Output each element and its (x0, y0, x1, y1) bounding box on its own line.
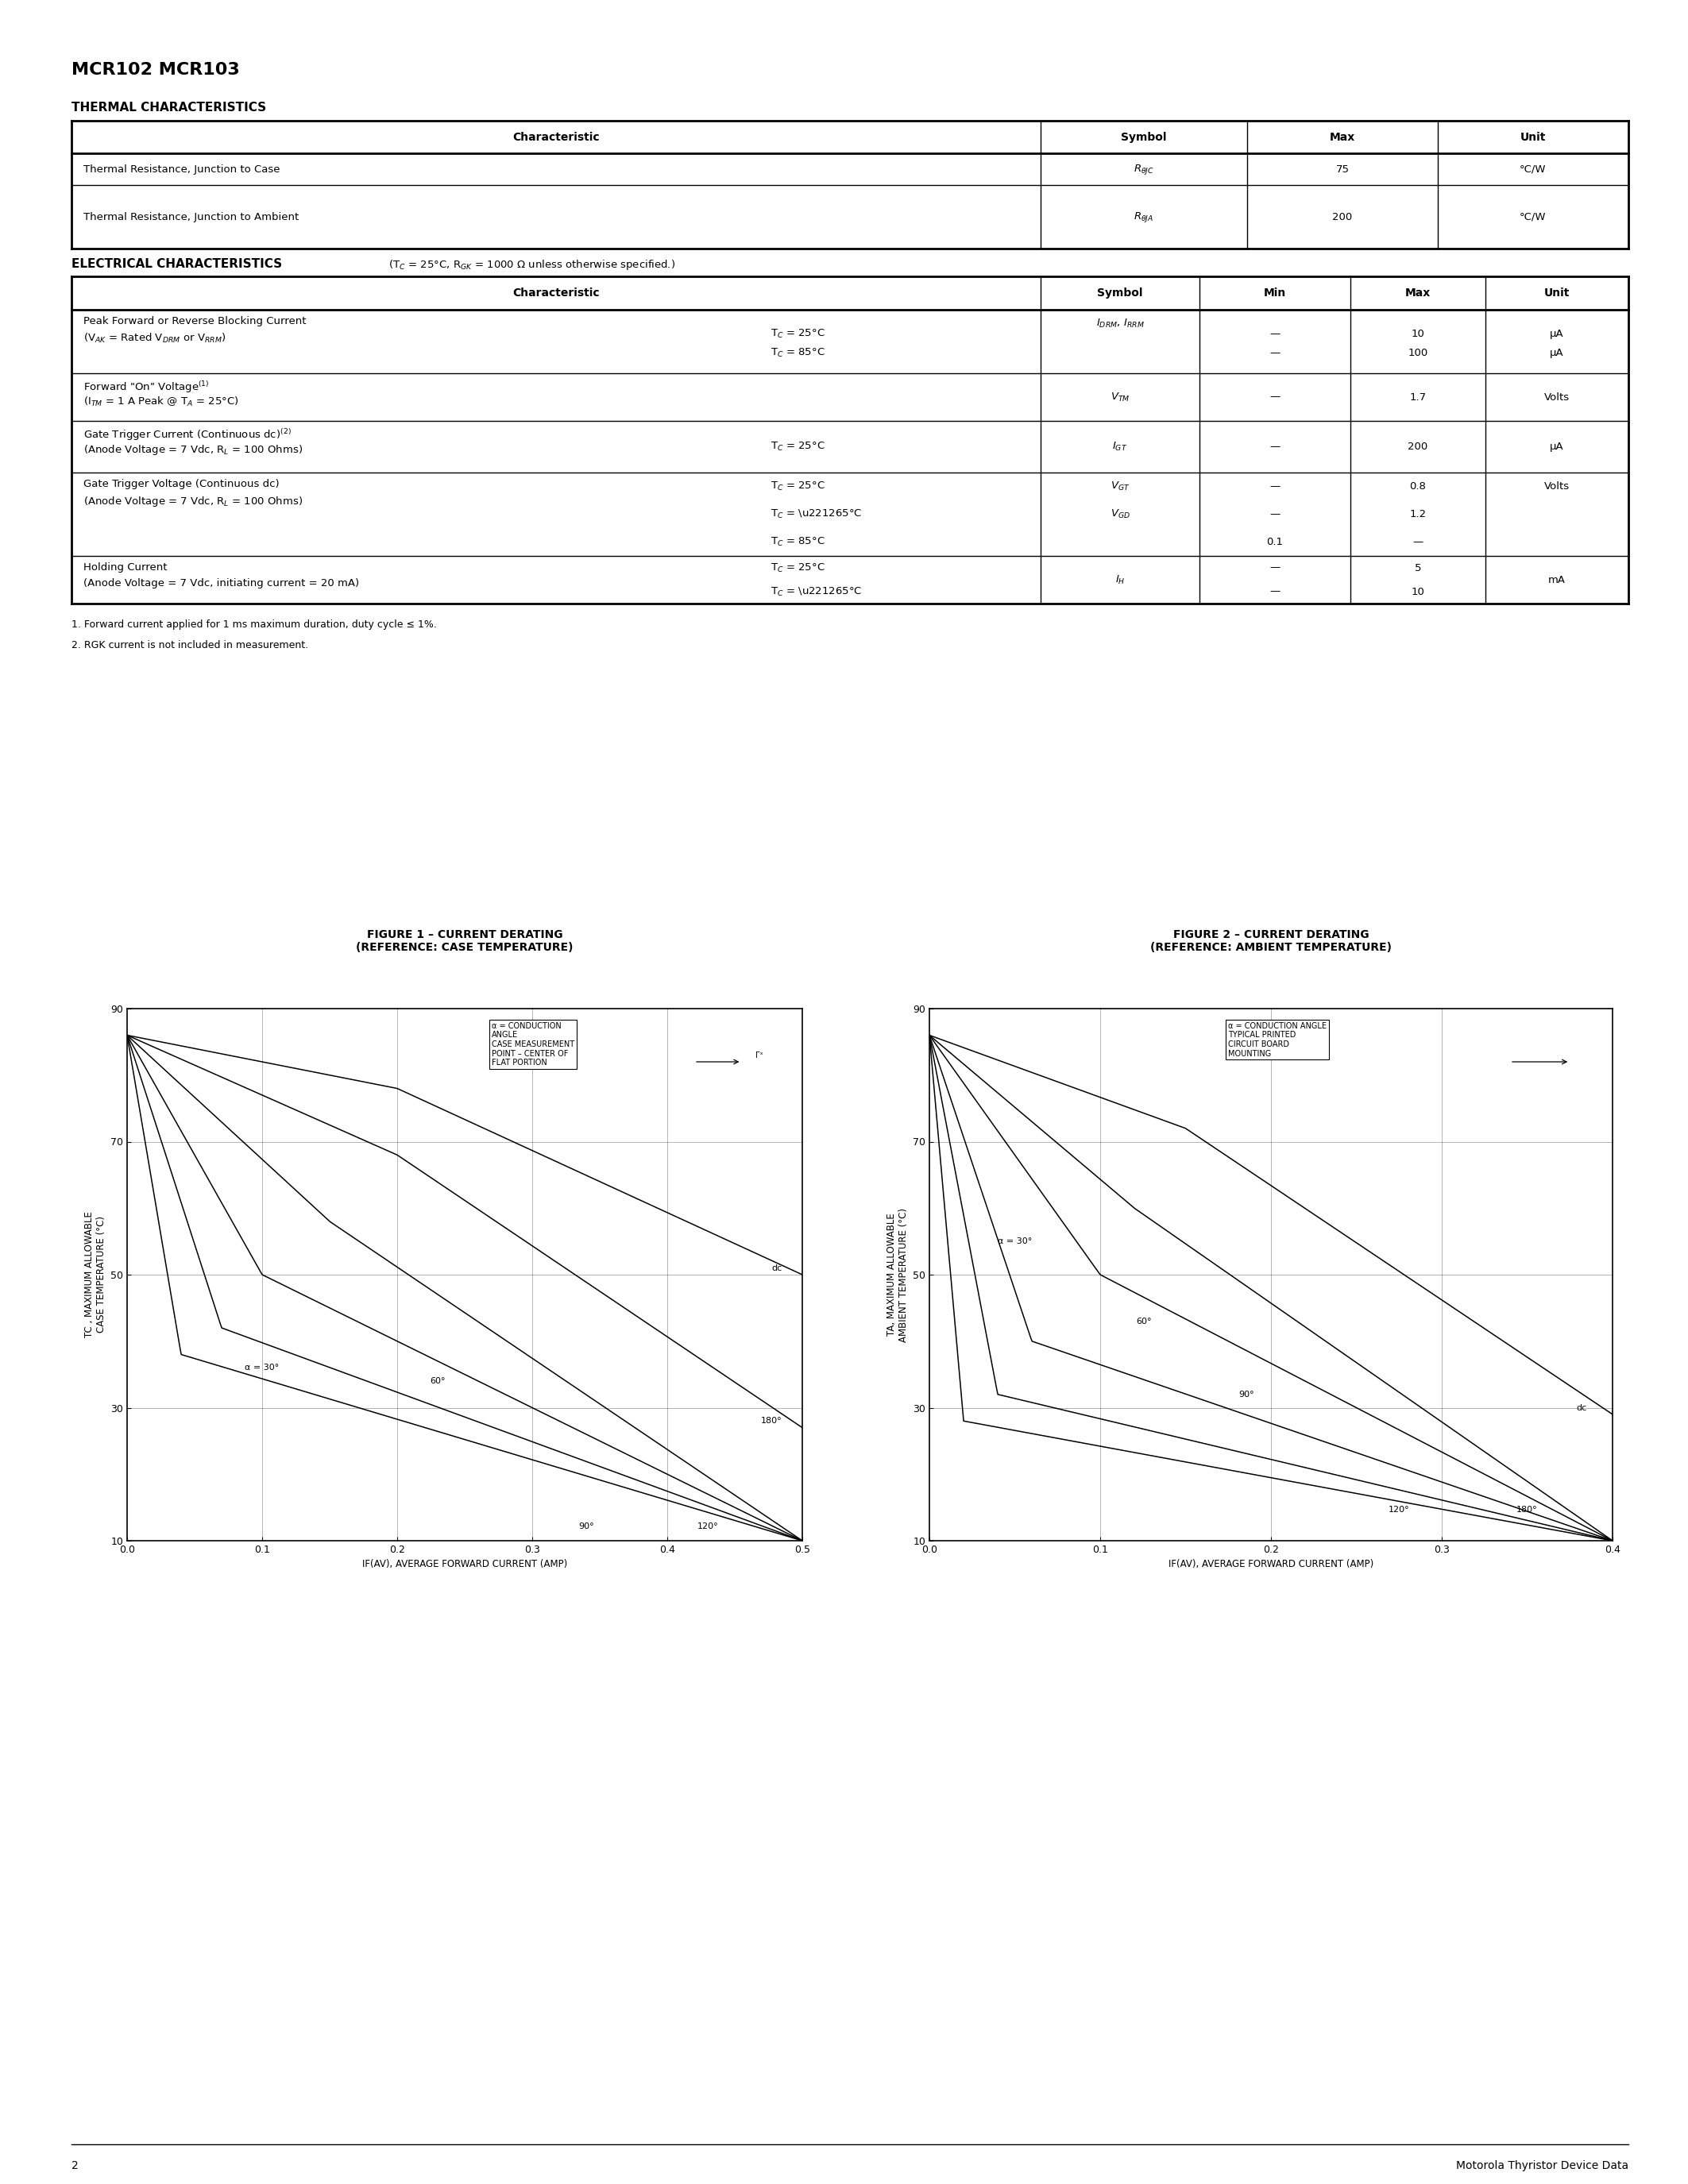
Text: 200: 200 (1332, 212, 1352, 223)
Text: T$_C$ = 85°C: T$_C$ = 85°C (770, 347, 825, 358)
Text: Volts: Volts (1545, 480, 1570, 491)
Text: Max: Max (1330, 131, 1355, 142)
Text: —: — (1269, 330, 1280, 339)
Text: Forward "On" Voltage$^{(1)}$: Forward "On" Voltage$^{(1)}$ (83, 380, 209, 395)
Text: 2: 2 (71, 2160, 78, 2171)
Text: Motorola Thyristor Device Data: Motorola Thyristor Device Data (1457, 2160, 1629, 2171)
Text: FIGURE 1 – CURRENT DERATING
(REFERENCE: CASE TEMPERATURE): FIGURE 1 – CURRENT DERATING (REFERENCE: … (356, 928, 574, 952)
Text: Gate Trigger Voltage (Continuous dc): Gate Trigger Voltage (Continuous dc) (83, 478, 279, 489)
Text: Thermal Resistance, Junction to Case: Thermal Resistance, Junction to Case (83, 164, 280, 175)
Text: 1.7: 1.7 (1409, 391, 1426, 402)
Text: Min: Min (1264, 288, 1286, 299)
Text: —: — (1269, 347, 1280, 358)
Text: Symbol: Symbol (1121, 131, 1166, 142)
Text: —: — (1269, 480, 1280, 491)
Text: —: — (1413, 537, 1423, 548)
Text: 5: 5 (1415, 563, 1421, 572)
Text: α = CONDUCTION ANGLE
TYPICAL PRINTED
CIRCUIT BOARD
MOUNTING: α = CONDUCTION ANGLE TYPICAL PRINTED CIR… (1229, 1022, 1327, 1057)
Text: (I$_{TM}$ = 1 A Peak @ T$_A$ = 25°C): (I$_{TM}$ = 1 A Peak @ T$_A$ = 25°C) (83, 395, 238, 408)
Text: α = CONDUCTION
ANGLE
CASE MEASUREMENT
POINT – CENTER OF
FLAT PORTION: α = CONDUCTION ANGLE CASE MEASUREMENT PO… (491, 1022, 574, 1066)
Text: Volts: Volts (1545, 391, 1570, 402)
Text: μA: μA (1550, 347, 1563, 358)
Text: $R_{\theta JA}$: $R_{\theta JA}$ (1134, 210, 1155, 223)
Text: $V_{TM}$: $V_{TM}$ (1111, 391, 1129, 404)
Text: (V$_{AK}$ = Rated V$_{DRM}$ or V$_{RRM}$): (V$_{AK}$ = Rated V$_{DRM}$ or V$_{RRM}$… (83, 332, 226, 345)
Text: 200: 200 (1408, 441, 1428, 452)
Y-axis label: TA, MAXIMUM ALLOWABLE
AMBIENT TEMPERATURE (°C): TA, MAXIMUM ALLOWABLE AMBIENT TEMPERATUR… (886, 1208, 908, 1341)
Text: Thermal Resistance, Junction to Ambient: Thermal Resistance, Junction to Ambient (83, 212, 299, 223)
Text: 60°: 60° (430, 1378, 446, 1385)
Text: T$_C$ = 25°C: T$_C$ = 25°C (770, 561, 825, 574)
Text: 1. Forward current applied for 1 ms maximum duration, duty cycle ≤ 1%.: 1. Forward current applied for 1 ms maxi… (71, 620, 437, 629)
Text: —: — (1269, 509, 1280, 520)
X-axis label: IF(AV), AVERAGE FORWARD CURRENT (AMP): IF(AV), AVERAGE FORWARD CURRENT (AMP) (363, 1559, 567, 1570)
Text: dc: dc (771, 1265, 782, 1271)
Text: dc: dc (1577, 1404, 1587, 1411)
Text: Max: Max (1404, 288, 1431, 299)
Text: 90°: 90° (1239, 1391, 1254, 1398)
Text: —: — (1269, 587, 1280, 596)
Text: 0.8: 0.8 (1409, 480, 1426, 491)
Text: μA: μA (1550, 441, 1563, 452)
Text: MCR102 MCR103: MCR102 MCR103 (71, 61, 240, 79)
Text: °C/W: °C/W (1519, 212, 1546, 223)
Text: $I_H$: $I_H$ (1116, 574, 1124, 585)
Text: —: — (1269, 441, 1280, 452)
Text: Peak Forward or Reverse Blocking Current: Peak Forward or Reverse Blocking Current (83, 317, 306, 325)
Text: (Anode Voltage = 7 Vdc, R$_L$ = 100 Ohms): (Anode Voltage = 7 Vdc, R$_L$ = 100 Ohms… (83, 443, 302, 456)
Text: 60°: 60° (1136, 1317, 1151, 1326)
Text: (Anode Voltage = 7 Vdc, initiating current = 20 mA): (Anode Voltage = 7 Vdc, initiating curre… (83, 579, 360, 587)
Text: 180°: 180° (1516, 1507, 1538, 1514)
Text: FIGURE 2 – CURRENT DERATING
(REFERENCE: AMBIENT TEMPERATURE): FIGURE 2 – CURRENT DERATING (REFERENCE: … (1150, 928, 1391, 952)
Text: $R_{\theta JC}$: $R_{\theta JC}$ (1134, 162, 1155, 177)
Text: Unit: Unit (1545, 288, 1570, 299)
Text: T$_C$ = \u221265°C: T$_C$ = \u221265°C (770, 509, 863, 520)
Text: 100: 100 (1408, 347, 1428, 358)
Text: $V_{GT}$: $V_{GT}$ (1111, 480, 1129, 491)
Text: Symbol: Symbol (1097, 288, 1143, 299)
Text: 75: 75 (1335, 164, 1349, 175)
Text: 120°: 120° (697, 1522, 719, 1531)
Text: (Anode Voltage = 7 Vdc, R$_L$ = 100 Ohms): (Anode Voltage = 7 Vdc, R$_L$ = 100 Ohms… (83, 496, 302, 509)
Text: 180°: 180° (761, 1417, 782, 1424)
Text: T$_C$ = \u221265°C: T$_C$ = \u221265°C (770, 585, 863, 598)
Text: 0.1: 0.1 (1266, 537, 1283, 548)
Text: Holding Current: Holding Current (83, 561, 167, 572)
X-axis label: IF(AV), AVERAGE FORWARD CURRENT (AMP): IF(AV), AVERAGE FORWARD CURRENT (AMP) (1168, 1559, 1374, 1570)
Text: T$_C$ = 25°C: T$_C$ = 25°C (770, 328, 825, 341)
Text: 10: 10 (1411, 587, 1425, 596)
Text: α = 30°: α = 30° (245, 1363, 279, 1372)
Text: α = 30°: α = 30° (998, 1238, 1031, 1245)
Text: °C/W: °C/W (1519, 164, 1546, 175)
Text: (T$_C$ = 25°C, R$_{GK}$ = 1000 Ω unless otherwise specified.): (T$_C$ = 25°C, R$_{GK}$ = 1000 Ω unless … (385, 258, 675, 271)
Y-axis label: TC , MAXIMUM ALLOWABLE
CASE TEMPERATURE (°C): TC , MAXIMUM ALLOWABLE CASE TEMPERATURE … (84, 1212, 106, 1339)
Text: Characteristic: Characteristic (513, 131, 599, 142)
Text: μA: μA (1550, 330, 1563, 339)
Text: 2. RGK current is not included in measurement.: 2. RGK current is not included in measur… (71, 640, 309, 651)
Text: —: — (1269, 563, 1280, 572)
Text: 1.2: 1.2 (1409, 509, 1426, 520)
Text: ELECTRICAL CHARACTERISTICS: ELECTRICAL CHARACTERISTICS (71, 258, 282, 271)
Text: —: — (1269, 391, 1280, 402)
Text: 90°: 90° (579, 1522, 594, 1531)
Text: THERMAL CHARACTERISTICS: THERMAL CHARACTERISTICS (71, 103, 267, 114)
Text: Characteristic: Characteristic (513, 288, 599, 299)
Text: $V_{GD}$: $V_{GD}$ (1111, 509, 1129, 520)
Text: Γˣ: Γˣ (755, 1051, 763, 1059)
Text: $I_{GT}$: $I_{GT}$ (1112, 441, 1128, 452)
Text: Unit: Unit (1521, 131, 1546, 142)
Text: Gate Trigger Current (Continuous dc)$^{(2)}$: Gate Trigger Current (Continuous dc)$^{(… (83, 428, 292, 443)
Text: T$_C$ = 85°C: T$_C$ = 85°C (770, 535, 825, 548)
Text: 120°: 120° (1389, 1507, 1409, 1514)
Text: T$_C$ = 25°C: T$_C$ = 25°C (770, 480, 825, 491)
Text: 10: 10 (1411, 330, 1425, 339)
Text: $I_{DRM}$, $I_{RRM}$: $I_{DRM}$, $I_{RRM}$ (1096, 317, 1144, 330)
Text: T$_C$ = 25°C: T$_C$ = 25°C (770, 441, 825, 452)
Text: mA: mA (1548, 574, 1566, 585)
